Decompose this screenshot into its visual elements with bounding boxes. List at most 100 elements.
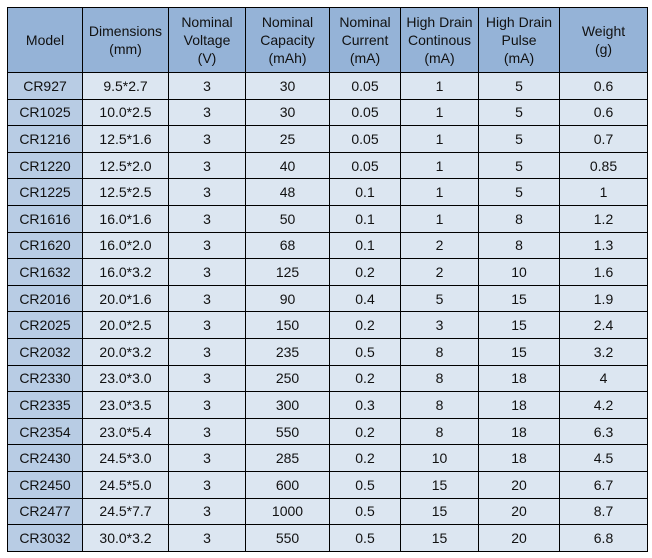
table-cell: 50 bbox=[245, 204, 330, 233]
table-cell: 3 bbox=[168, 524, 246, 552]
table-cell: 3 bbox=[168, 151, 246, 180]
table-cell: 5 bbox=[478, 98, 560, 127]
table-row: CR1632 16.0*3.2 3 125 0.2 2 10 1.6 bbox=[7, 258, 648, 286]
table-cell: 3 bbox=[400, 311, 479, 339]
table-cell: 1 bbox=[400, 151, 479, 180]
table-cell: 0.5 bbox=[329, 497, 401, 526]
table-cell: 600 bbox=[245, 470, 330, 499]
table-cell: 15 bbox=[400, 470, 479, 499]
table-cell: 1 bbox=[400, 178, 479, 206]
table-cell: 6.3 bbox=[559, 417, 648, 446]
column-header: Nominal Capacity (mAh) bbox=[245, 7, 330, 73]
table-cell: 24.5*7.7 bbox=[82, 497, 169, 526]
table-cell: 3 bbox=[168, 284, 246, 313]
table-cell: 0.05 bbox=[329, 125, 401, 153]
model-cell: CR2016 bbox=[7, 284, 83, 313]
table-cell: 20 bbox=[478, 470, 560, 499]
table-cell: 1.6 bbox=[559, 258, 648, 286]
table-cell: 20.0*2.5 bbox=[82, 311, 169, 339]
table-cell: 550 bbox=[245, 524, 330, 552]
table-cell: 16.0*3.2 bbox=[82, 258, 169, 286]
table-cell: 20.0*1.6 bbox=[82, 284, 169, 313]
table-cell: 24.5*3.0 bbox=[82, 444, 169, 472]
table-cell: 0.4 bbox=[329, 284, 401, 313]
table-cell: 24.5*5.0 bbox=[82, 470, 169, 499]
model-cell: CR1025 bbox=[7, 98, 83, 127]
model-cell: CR1620 bbox=[7, 231, 83, 260]
column-header: Dimensions (mm) bbox=[82, 7, 169, 73]
table-cell: 25 bbox=[245, 125, 330, 153]
table-cell: 23.0*3.5 bbox=[82, 391, 169, 419]
table-cell: 10 bbox=[478, 258, 560, 286]
table-cell: 1.9 bbox=[559, 284, 648, 313]
table-cell: 18 bbox=[478, 417, 560, 446]
table-cell: 3 bbox=[168, 311, 246, 339]
table-cell: 6.7 bbox=[559, 470, 648, 499]
table-cell: 1000 bbox=[245, 497, 330, 526]
table-cell: 8 bbox=[400, 391, 479, 419]
table-cell: 8 bbox=[400, 364, 479, 393]
model-cell: CR1216 bbox=[7, 125, 83, 153]
table-cell: 1 bbox=[400, 98, 479, 127]
table-row: CR1220 12.5*2.0 3 40 0.05 1 5 0.85 bbox=[7, 151, 648, 180]
table-row: CR1616 16.0*1.6 3 50 0.1 1 8 1.2 bbox=[7, 204, 648, 233]
table-cell: 20.0*3.2 bbox=[82, 337, 169, 366]
model-cell: CR2032 bbox=[7, 337, 83, 366]
table-cell: 125 bbox=[245, 258, 330, 286]
table-cell: 0.1 bbox=[329, 178, 401, 206]
table-cell: 12.5*2.0 bbox=[82, 151, 169, 180]
table-cell: 3 bbox=[168, 364, 246, 393]
column-header: High Drain Continous (mA) bbox=[400, 7, 479, 73]
table-cell: 8.7 bbox=[559, 497, 648, 526]
table-row: CR927 9.5*2.7 3 30 0.05 1 5 0.6 bbox=[7, 72, 648, 100]
table-row: CR1025 10.0*2.5 3 30 0.05 1 5 0.6 bbox=[7, 98, 648, 127]
model-cell: CR1220 bbox=[7, 151, 83, 180]
table-cell: 5 bbox=[478, 178, 560, 206]
table-row: CR2016 20.0*1.6 3 90 0.4 5 15 1.9 bbox=[7, 284, 648, 313]
table-cell: 1 bbox=[400, 125, 479, 153]
table-cell: 3 bbox=[168, 497, 246, 526]
table-cell: 4.2 bbox=[559, 391, 648, 419]
table-cell: 0.5 bbox=[329, 470, 401, 499]
table-cell: 0.05 bbox=[329, 151, 401, 180]
table-cell: 1.3 bbox=[559, 231, 648, 260]
table-cell: 40 bbox=[245, 151, 330, 180]
table-cell: 23.0*5.4 bbox=[82, 417, 169, 446]
table-cell: 3 bbox=[168, 444, 246, 472]
model-cell: CR2450 bbox=[7, 470, 83, 499]
table-cell: 0.2 bbox=[329, 444, 401, 472]
column-header: Nominal Current (mA) bbox=[329, 7, 401, 73]
table-cell: 18 bbox=[478, 391, 560, 419]
table-cell: 0.05 bbox=[329, 98, 401, 127]
table-cell: 3 bbox=[168, 258, 246, 286]
table-cell: 68 bbox=[245, 231, 330, 260]
table-cell: 250 bbox=[245, 364, 330, 393]
table-cell: 15 bbox=[478, 284, 560, 313]
table-cell: 15 bbox=[400, 524, 479, 552]
table-cell: 15 bbox=[400, 497, 479, 526]
table-cell: 0.2 bbox=[329, 417, 401, 446]
table-row: CR2430 24.5*3.0 3 285 0.2 10 18 4.5 bbox=[7, 444, 648, 472]
table-cell: 6.8 bbox=[559, 524, 648, 552]
table-cell: 2.4 bbox=[559, 311, 648, 339]
table-cell: 23.0*3.0 bbox=[82, 364, 169, 393]
table-cell: 0.6 bbox=[559, 98, 648, 127]
model-cell: CR2335 bbox=[7, 391, 83, 419]
table-row: CR3032 30.0*3.2 3 550 0.5 15 20 6.8 bbox=[7, 524, 648, 552]
table-cell: 4.5 bbox=[559, 444, 648, 472]
model-cell: CR1616 bbox=[7, 204, 83, 233]
table-cell: 20 bbox=[478, 497, 560, 526]
table-cell: 2 bbox=[400, 231, 479, 260]
table-cell: 10 bbox=[400, 444, 479, 472]
table-cell: 18 bbox=[478, 444, 560, 472]
table-cell: 0.2 bbox=[329, 311, 401, 339]
table-cell: 30.0*3.2 bbox=[82, 524, 169, 552]
table-cell: 5 bbox=[478, 125, 560, 153]
table-cell: 3 bbox=[168, 98, 246, 127]
table-cell: 16.0*1.6 bbox=[82, 204, 169, 233]
table-cell: 3 bbox=[168, 470, 246, 499]
table-cell: 285 bbox=[245, 444, 330, 472]
table-cell: 1 bbox=[400, 204, 479, 233]
header-row: Model Dimensions (mm) Nominal Voltage (V) N… bbox=[7, 7, 648, 73]
table-cell: 5 bbox=[400, 284, 479, 313]
